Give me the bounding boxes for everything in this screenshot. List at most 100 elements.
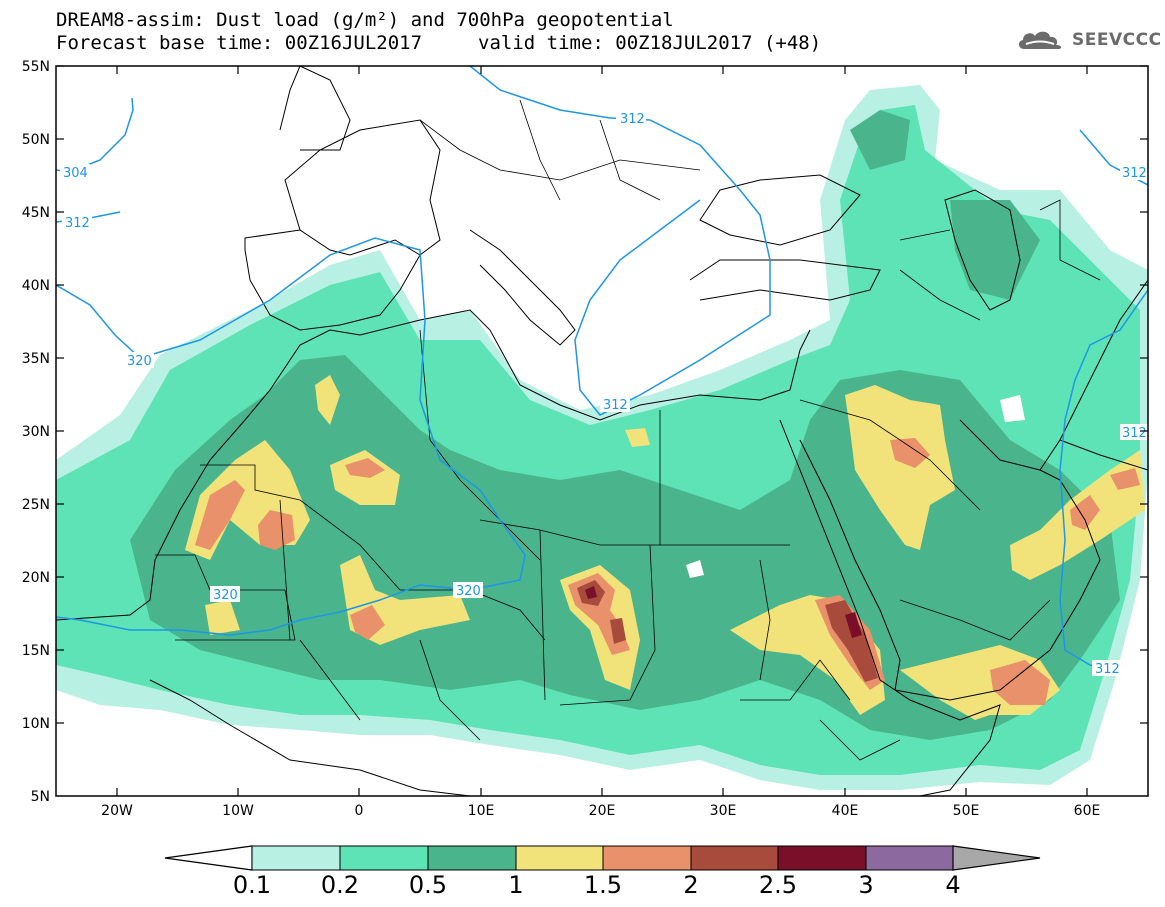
dust-band-1	[845, 385, 955, 550]
dust-band-1	[205, 600, 240, 635]
contour-label: 304	[63, 166, 88, 181]
colorbar-segment	[865, 845, 954, 871]
colorbar-label: 3	[858, 871, 873, 899]
border	[1039, 199, 1101, 281]
border	[155, 554, 296, 641]
contour-312-east	[1059, 289, 1148, 669]
contour-304	[56, 97, 134, 173]
colorbar-label: 0.1	[233, 871, 271, 899]
contour-label: 312	[65, 216, 90, 231]
latitude-axis: 55N 50N 45N 40N 35N 30N 25N 20N 15N 10N …	[22, 59, 1148, 805]
colorbar-segment	[515, 845, 604, 871]
border	[299, 639, 481, 741]
lat-label: 35N	[22, 351, 50, 367]
colorbar-segment	[339, 845, 429, 871]
lat-label: 5N	[31, 789, 50, 805]
lat-label: 15N	[22, 643, 50, 659]
dust-band-1	[315, 375, 340, 425]
coastline-uk	[279, 66, 351, 151]
border	[519, 99, 661, 201]
contour-label: 312	[1122, 166, 1147, 181]
coastline-iberia	[244, 229, 421, 331]
border	[400, 589, 546, 641]
contour-label: 312	[1095, 662, 1120, 677]
colorbar: 0.1 0.2 0.5 1 1.5 2 2.5 3 4	[164, 845, 1041, 899]
dust-band-1.5	[1070, 495, 1100, 530]
coastlines	[56, 66, 1148, 796]
coastline-horn	[879, 679, 1001, 796]
lat-label: 45N	[22, 205, 50, 221]
lat-label: 10N	[22, 716, 50, 732]
border	[279, 499, 291, 641]
valid-time: valid time: 00Z18JUL2017 (+48)	[478, 32, 822, 54]
dust-band-0.5	[950, 200, 1040, 300]
border	[899, 229, 981, 321]
contour-labels: 304 312 312 312 320 320 320 312 312 312	[60, 110, 1148, 677]
lon-label: 50E	[953, 803, 980, 819]
contour-label: 312	[1122, 426, 1147, 441]
dust-band-1.5	[345, 458, 385, 478]
cloud-icon	[1018, 31, 1062, 49]
lat-label: 50N	[22, 132, 50, 148]
lon-label: 0	[355, 803, 364, 819]
coastline-gulf	[959, 419, 1148, 471]
lon-label: 10W	[222, 803, 254, 819]
lon-label: 60E	[1074, 803, 1101, 819]
contour-label: 320	[213, 588, 238, 603]
coastline-italy	[469, 229, 576, 346]
lon-label: 20W	[101, 803, 133, 819]
colorbar-segment	[690, 845, 779, 871]
contour-320-west	[56, 237, 526, 636]
dust-band-1.5	[258, 510, 295, 550]
lat-label: 25N	[22, 497, 50, 513]
colorbar-segment	[602, 845, 692, 871]
border	[740, 659, 851, 701]
coastline-red-sea	[779, 419, 901, 691]
contour-label: 312	[603, 398, 628, 413]
colorbar-label: 0.5	[409, 871, 447, 899]
lat-label: 40N	[22, 278, 50, 294]
dust-band-1.5	[195, 480, 245, 550]
border	[419, 119, 701, 181]
colorbar-label: 1.5	[584, 871, 622, 899]
colorbar-label: 1	[508, 871, 523, 899]
colorbar-label: 0.2	[321, 871, 359, 899]
coastline-arabia	[894, 469, 1101, 701]
colorbar-segment	[777, 845, 867, 871]
lat-label: 55N	[22, 59, 50, 75]
dust-band-2	[610, 618, 626, 644]
dust-band-1.5	[1110, 468, 1140, 490]
longitude-axis: 20W 10W 0 10E 20E 30E 40E 50E 60E	[101, 66, 1100, 819]
colorbar-high-arrow	[952, 845, 1041, 871]
contour-label: 320	[456, 584, 481, 599]
lat-label: 20N	[22, 570, 50, 586]
border	[419, 329, 541, 561]
coastline-levant	[759, 329, 811, 401]
coastline-france	[284, 119, 441, 256]
country-borders	[155, 99, 1101, 761]
clear-area	[1000, 395, 1025, 422]
border	[539, 410, 661, 546]
colorbar-low-arrow	[164, 845, 253, 871]
colorbar-segment	[427, 845, 517, 871]
lat-label: 30N	[22, 424, 50, 440]
logo-text: SEEVCCC	[1072, 30, 1162, 50]
border	[559, 544, 656, 706]
dust-band-2	[825, 600, 878, 682]
colorbar-segment	[251, 845, 341, 871]
coastline-black-sea	[699, 174, 861, 246]
coastline-gulf-guinea	[149, 679, 471, 796]
coastline-turkey	[689, 259, 881, 301]
border	[899, 599, 1051, 641]
dust-band-1	[330, 450, 400, 505]
dust-band-2.5	[845, 612, 862, 638]
lon-label: 20E	[589, 803, 616, 819]
coastline-east	[1059, 279, 1148, 441]
contour-312-north	[469, 66, 771, 416]
colorbar-label: 4	[945, 871, 960, 899]
colorbar-label: 2	[683, 871, 698, 899]
dust-band-1.5	[990, 660, 1050, 705]
map-title: DREAM8-assim: Dust load (g/m²) and 700hP…	[56, 9, 674, 31]
coastline-north-africa	[359, 309, 761, 421]
